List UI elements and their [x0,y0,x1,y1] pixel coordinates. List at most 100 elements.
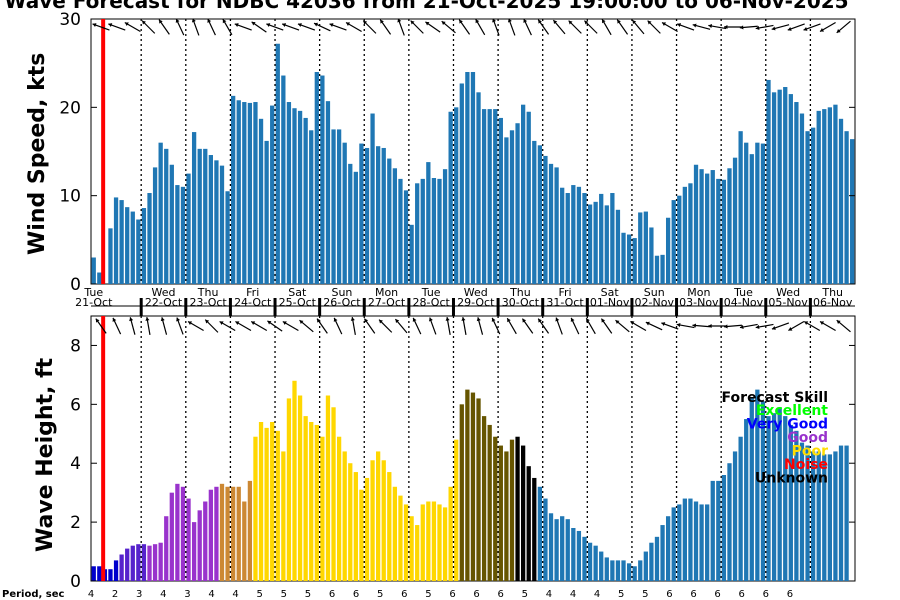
wind-bar [292,108,297,284]
wind-bar [454,107,459,284]
wind-bar [576,186,582,284]
wave-bar [370,460,375,581]
period-value: 4 [546,589,552,600]
wave-bar [264,427,269,581]
day-label: Wed [776,286,800,299]
wind-bar [716,178,721,284]
wind-bar [169,164,174,284]
wind-bar [827,107,832,284]
wind-bar [810,127,816,285]
wave-bar [113,560,119,581]
date-label: 31-Oct [546,296,584,309]
day-separator [139,298,143,316]
legend-item: Very Good [747,417,828,433]
wave-direction-arrow-head [570,317,575,322]
wind-direction-arrow-head [425,21,430,26]
date-label: 23-Oct [189,296,227,309]
wind-bar [850,139,855,284]
wave-bar [214,486,219,581]
wave-bar [693,501,699,581]
date-label: 05-Nov [768,296,808,309]
legend-title: Forecast Skill [722,390,828,406]
date-label: 04-Nov [724,296,764,309]
date-label: 28-Oct [413,296,451,309]
period-value: 5 [522,589,528,600]
wave-bar [420,504,425,581]
wind-direction-arrow-head [234,23,239,28]
chart-title: & Wave Forecast for NDBC 42036 from 21-O… [0,0,849,13]
legend-item: Excellent [756,403,828,419]
wind-bar [91,257,96,284]
wave-bar [822,454,827,581]
wind-bar [788,94,793,284]
wind-direction-arrow-head [314,22,319,27]
wave-bar [755,389,760,581]
wind-bar [97,272,102,284]
wind-bar [493,109,498,284]
wind-bar [219,165,225,284]
wind-direction-arrow-head [297,23,302,28]
date-label: 24-Oct [234,296,272,309]
wave-direction-arrow-head [379,319,383,324]
wave-direction-arrow-head [836,320,841,324]
day-separator [585,298,589,316]
wind-bar [158,142,163,284]
wave-bar [431,501,437,581]
day-separator [719,298,723,316]
wind-direction-arrow-head [836,29,841,33]
wave-bar [643,551,648,581]
wave-direction-arrow-head [601,318,606,323]
wind-bar [442,169,448,284]
wave-bar [426,501,431,581]
day-label: Sun [644,286,665,299]
wave-bar [191,522,197,581]
period-value: 4 [570,589,576,600]
wave-bar [219,483,225,581]
wave-bar [626,563,632,581]
wave-direction-arrow-head [188,321,193,325]
wave-direction-arrow-head [804,321,809,325]
wave-y-tick-label: 8 [70,336,81,356]
day-separator [407,298,411,316]
wind-bar [526,111,531,284]
wind-direction-arrow-head [251,21,256,26]
wave-bar [158,542,163,581]
wave-bar [604,557,609,581]
wind-bar [504,137,509,284]
wind-bar [682,186,687,284]
wave-bar [844,445,849,581]
wave-bar [783,416,788,581]
wave-bar [437,504,442,581]
wind-bar [353,171,358,284]
wave-bar [682,498,687,581]
wind-bar [398,178,403,284]
day-label: Mon [687,286,710,299]
wind-bar [175,185,180,284]
wave-bar [799,442,805,581]
wind-direction-arrow-head [803,26,808,31]
period-value: 6 [787,589,793,600]
period-value: 5 [281,589,287,600]
wave-bar [504,451,509,581]
wind-bar [671,200,676,284]
wind-bar [253,102,258,284]
wind-bar [297,110,303,285]
wind-bar [615,209,621,284]
wave-bar [654,536,660,581]
wind-y-tick-label: 10 [59,187,81,207]
wind-direction-arrow-head [222,19,227,24]
wind-direction-arrow-head [708,24,713,29]
wave-y-axis-label: Wave Height, ft [33,357,58,552]
wave-bar [303,416,308,581]
period-value: 5 [305,589,311,600]
date-label: 30-Oct [502,296,540,309]
wave-direction-arrow-head [445,317,450,321]
wind-bar [303,117,308,285]
wave-bar [816,451,821,581]
day-separator [541,298,545,316]
date-label: 26-Oct [323,296,361,309]
wave-bar [175,483,180,581]
wind-direction-arrow-head [475,19,480,24]
wave-bar [576,530,582,581]
